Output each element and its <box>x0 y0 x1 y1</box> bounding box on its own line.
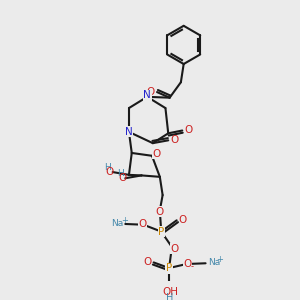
Text: O: O <box>178 215 186 225</box>
Text: P: P <box>166 263 172 273</box>
Text: O: O <box>143 257 152 267</box>
Text: Na: Na <box>208 258 220 267</box>
Text: Na: Na <box>111 219 123 228</box>
Text: O: O <box>170 135 178 145</box>
Text: O: O <box>152 148 160 158</box>
Text: O: O <box>147 86 155 97</box>
Text: -: - <box>190 262 194 271</box>
Text: O: O <box>118 173 127 183</box>
Text: H: H <box>104 163 111 172</box>
Text: O: O <box>171 244 179 254</box>
Text: N: N <box>143 90 151 100</box>
Text: O: O <box>156 207 164 217</box>
Text: H: H <box>166 293 174 300</box>
Text: +: + <box>121 216 128 225</box>
Text: O: O <box>184 125 193 135</box>
Text: O: O <box>184 259 192 269</box>
Text: +: + <box>216 255 223 264</box>
Text: O: O <box>106 167 114 177</box>
Text: H: H <box>117 169 124 178</box>
Text: O: O <box>139 219 147 229</box>
Text: P: P <box>158 226 164 237</box>
Text: OH: OH <box>162 287 178 298</box>
Text: N: N <box>125 127 133 137</box>
